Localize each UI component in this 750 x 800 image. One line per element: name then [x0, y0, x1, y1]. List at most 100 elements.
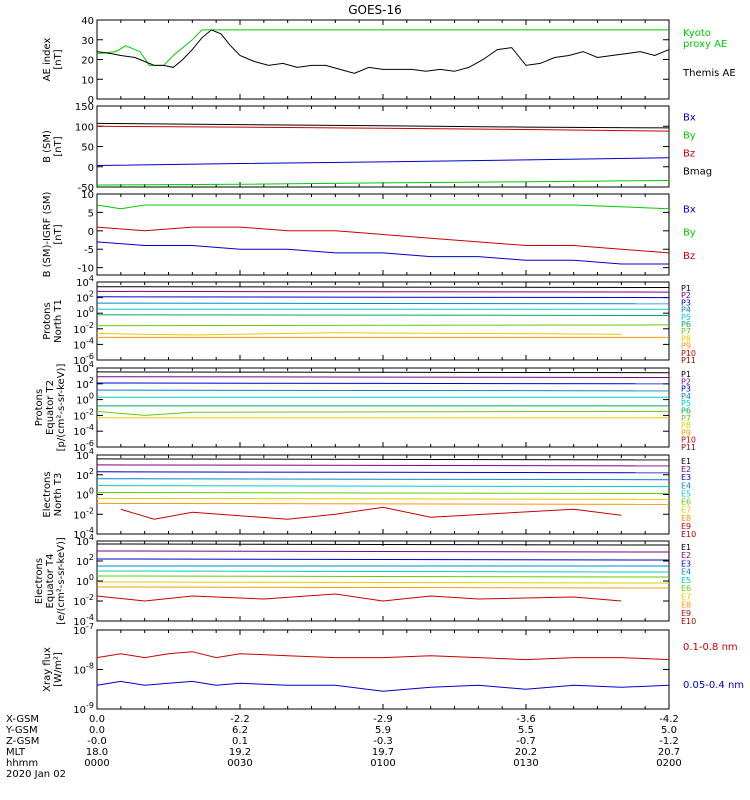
- legend-E7: E7: [681, 506, 691, 515]
- legend-0.1-0.8 nm: 0.1-0.8 nm: [683, 642, 738, 653]
- legend-P2: P2: [681, 291, 691, 300]
- y-tick-label: 50: [81, 143, 94, 154]
- x-row-value: 5.0: [661, 725, 677, 736]
- legend-P5: P5: [681, 313, 691, 322]
- y-tick-label: 0: [88, 95, 94, 106]
- series-line-E1: [96, 458, 670, 461]
- series-line-Themis AE: [96, 29, 670, 74]
- y-tick-label: 10-4: [73, 526, 94, 541]
- series-line-Bz: [96, 125, 670, 132]
- legend-Bx: Bx: [683, 205, 696, 216]
- series-line-E3: [96, 558, 670, 561]
- legend-P11: P11: [681, 356, 696, 365]
- legend-P6: P6: [681, 407, 691, 416]
- y-axis-label: North T1: [53, 299, 64, 343]
- y-tick-label: 104: [76, 447, 94, 462]
- x-row-value: 0200: [656, 758, 681, 769]
- y-axis-label: [nT]: [53, 49, 64, 69]
- x-row-label: X-GSM: [6, 714, 39, 725]
- y-axis-label: [W/m²]: [53, 652, 64, 687]
- legend-E3: E3: [681, 559, 691, 568]
- series-line-E3: [96, 471, 670, 474]
- y-tick-label: 10-8: [73, 662, 94, 677]
- legend-Bmag: Bmag: [683, 166, 712, 177]
- legend-E6: E6: [681, 584, 691, 593]
- y-tick-label: 102: [76, 376, 94, 391]
- y-tick-label: 10-2: [73, 407, 94, 422]
- y-tick-label: 100: [76, 392, 94, 407]
- legend-Bx: Bx: [683, 112, 696, 123]
- series-line-E2: [96, 464, 670, 467]
- legend-P11: P11: [681, 443, 696, 452]
- y-tick-label: 100: [76, 573, 94, 588]
- y-axis-label: [nT]: [53, 224, 64, 244]
- series-line-Bmag: [96, 122, 670, 129]
- y-tick-label: 150: [75, 102, 94, 113]
- x-row-value: 20.7: [658, 747, 680, 758]
- x-row-value: 0030: [227, 758, 252, 769]
- y-tick-label: 100: [75, 122, 94, 133]
- y-axis-label: Protons: [42, 302, 53, 339]
- x-row-value: 0130: [513, 758, 538, 769]
- x-row-label: Y-GSM: [5, 725, 38, 736]
- x-row-value: -2.9: [373, 714, 393, 725]
- y-tick-label: 10: [81, 190, 94, 201]
- panel-ee: 10-4 10-2 100 102 104 Electrons Equator T4 [e/(…: [34, 533, 696, 628]
- y-tick-label: -50: [78, 183, 94, 194]
- series-line-P3: [96, 296, 670, 299]
- legend-Bz: Bz: [683, 251, 695, 262]
- series-line-E1: [96, 543, 670, 546]
- y-tick-label: 10-4: [73, 423, 94, 438]
- series-line-Bz: [96, 226, 670, 254]
- series-line-P2: [96, 290, 670, 293]
- series-line-E7: [96, 581, 670, 584]
- legend-P7: P7: [681, 414, 691, 423]
- series-line-E5: [96, 570, 670, 573]
- legend-E9: E9: [681, 609, 691, 618]
- y-tick-label: 10-9: [73, 701, 94, 716]
- y-tick-label: 102: [76, 290, 94, 305]
- legend-P1: P1: [681, 370, 691, 379]
- y-tick-label: 10-4: [73, 613, 94, 628]
- x-row-value: 0.0: [89, 714, 105, 725]
- legend-E2: E2: [681, 551, 691, 560]
- legend-P2: P2: [681, 377, 691, 386]
- y-axis-label: Electrons: [42, 471, 53, 517]
- x-row-value: 5.9: [375, 725, 391, 736]
- series-line-Bx: [96, 157, 670, 166]
- y-tick-label: 10-2: [73, 321, 94, 336]
- legend-Kyoto proxy AE: Kyoto: [683, 28, 711, 39]
- x-row-value: -1.2: [659, 736, 679, 747]
- x-row-value: -4.2: [659, 714, 679, 725]
- legend-0.05-0.4 nm: 0.05-0.4 nm: [683, 680, 744, 691]
- panel-frame: [96, 367, 670, 448]
- legend-P4: P4: [681, 392, 691, 401]
- series-line-E9: [120, 506, 622, 520]
- x-row-value: -0.3: [373, 736, 393, 747]
- panel-frame: [96, 629, 670, 710]
- series-line-E5: [96, 485, 670, 488]
- x-row-value: 19.2: [229, 747, 251, 758]
- y-tick-label: 102: [76, 467, 94, 482]
- y-tick-label: 10: [81, 75, 94, 86]
- y-tick-label: 10-2: [73, 593, 94, 608]
- y-tick-label: 30: [81, 36, 94, 47]
- y-axis-label: North T3: [53, 473, 64, 517]
- y-axis-label: B (SM)-IGRF (SM): [42, 192, 53, 278]
- legend-E4: E4: [681, 568, 691, 577]
- series-line-0.05-0.4 nm: [96, 680, 670, 692]
- y-axis-label: Electrons: [34, 558, 45, 604]
- y-axis-label: [nT]: [53, 136, 64, 156]
- legend-P10: P10: [681, 349, 696, 358]
- legend-E8: E8: [681, 514, 691, 523]
- series-line-P4: [96, 389, 670, 392]
- y-tick-label: 40: [81, 16, 94, 27]
- y-axis-unit-label: [e/(cm²-s-sr-keV)]: [56, 537, 67, 625]
- date-label: 2020 Jan 02: [6, 769, 66, 780]
- x-row-value: 0100: [370, 758, 395, 769]
- legend-E10: E10: [681, 617, 696, 626]
- series-line-P7: [96, 324, 670, 327]
- series-line-P7: [96, 410, 670, 416]
- plot-title: GOES-16: [348, 3, 402, 17]
